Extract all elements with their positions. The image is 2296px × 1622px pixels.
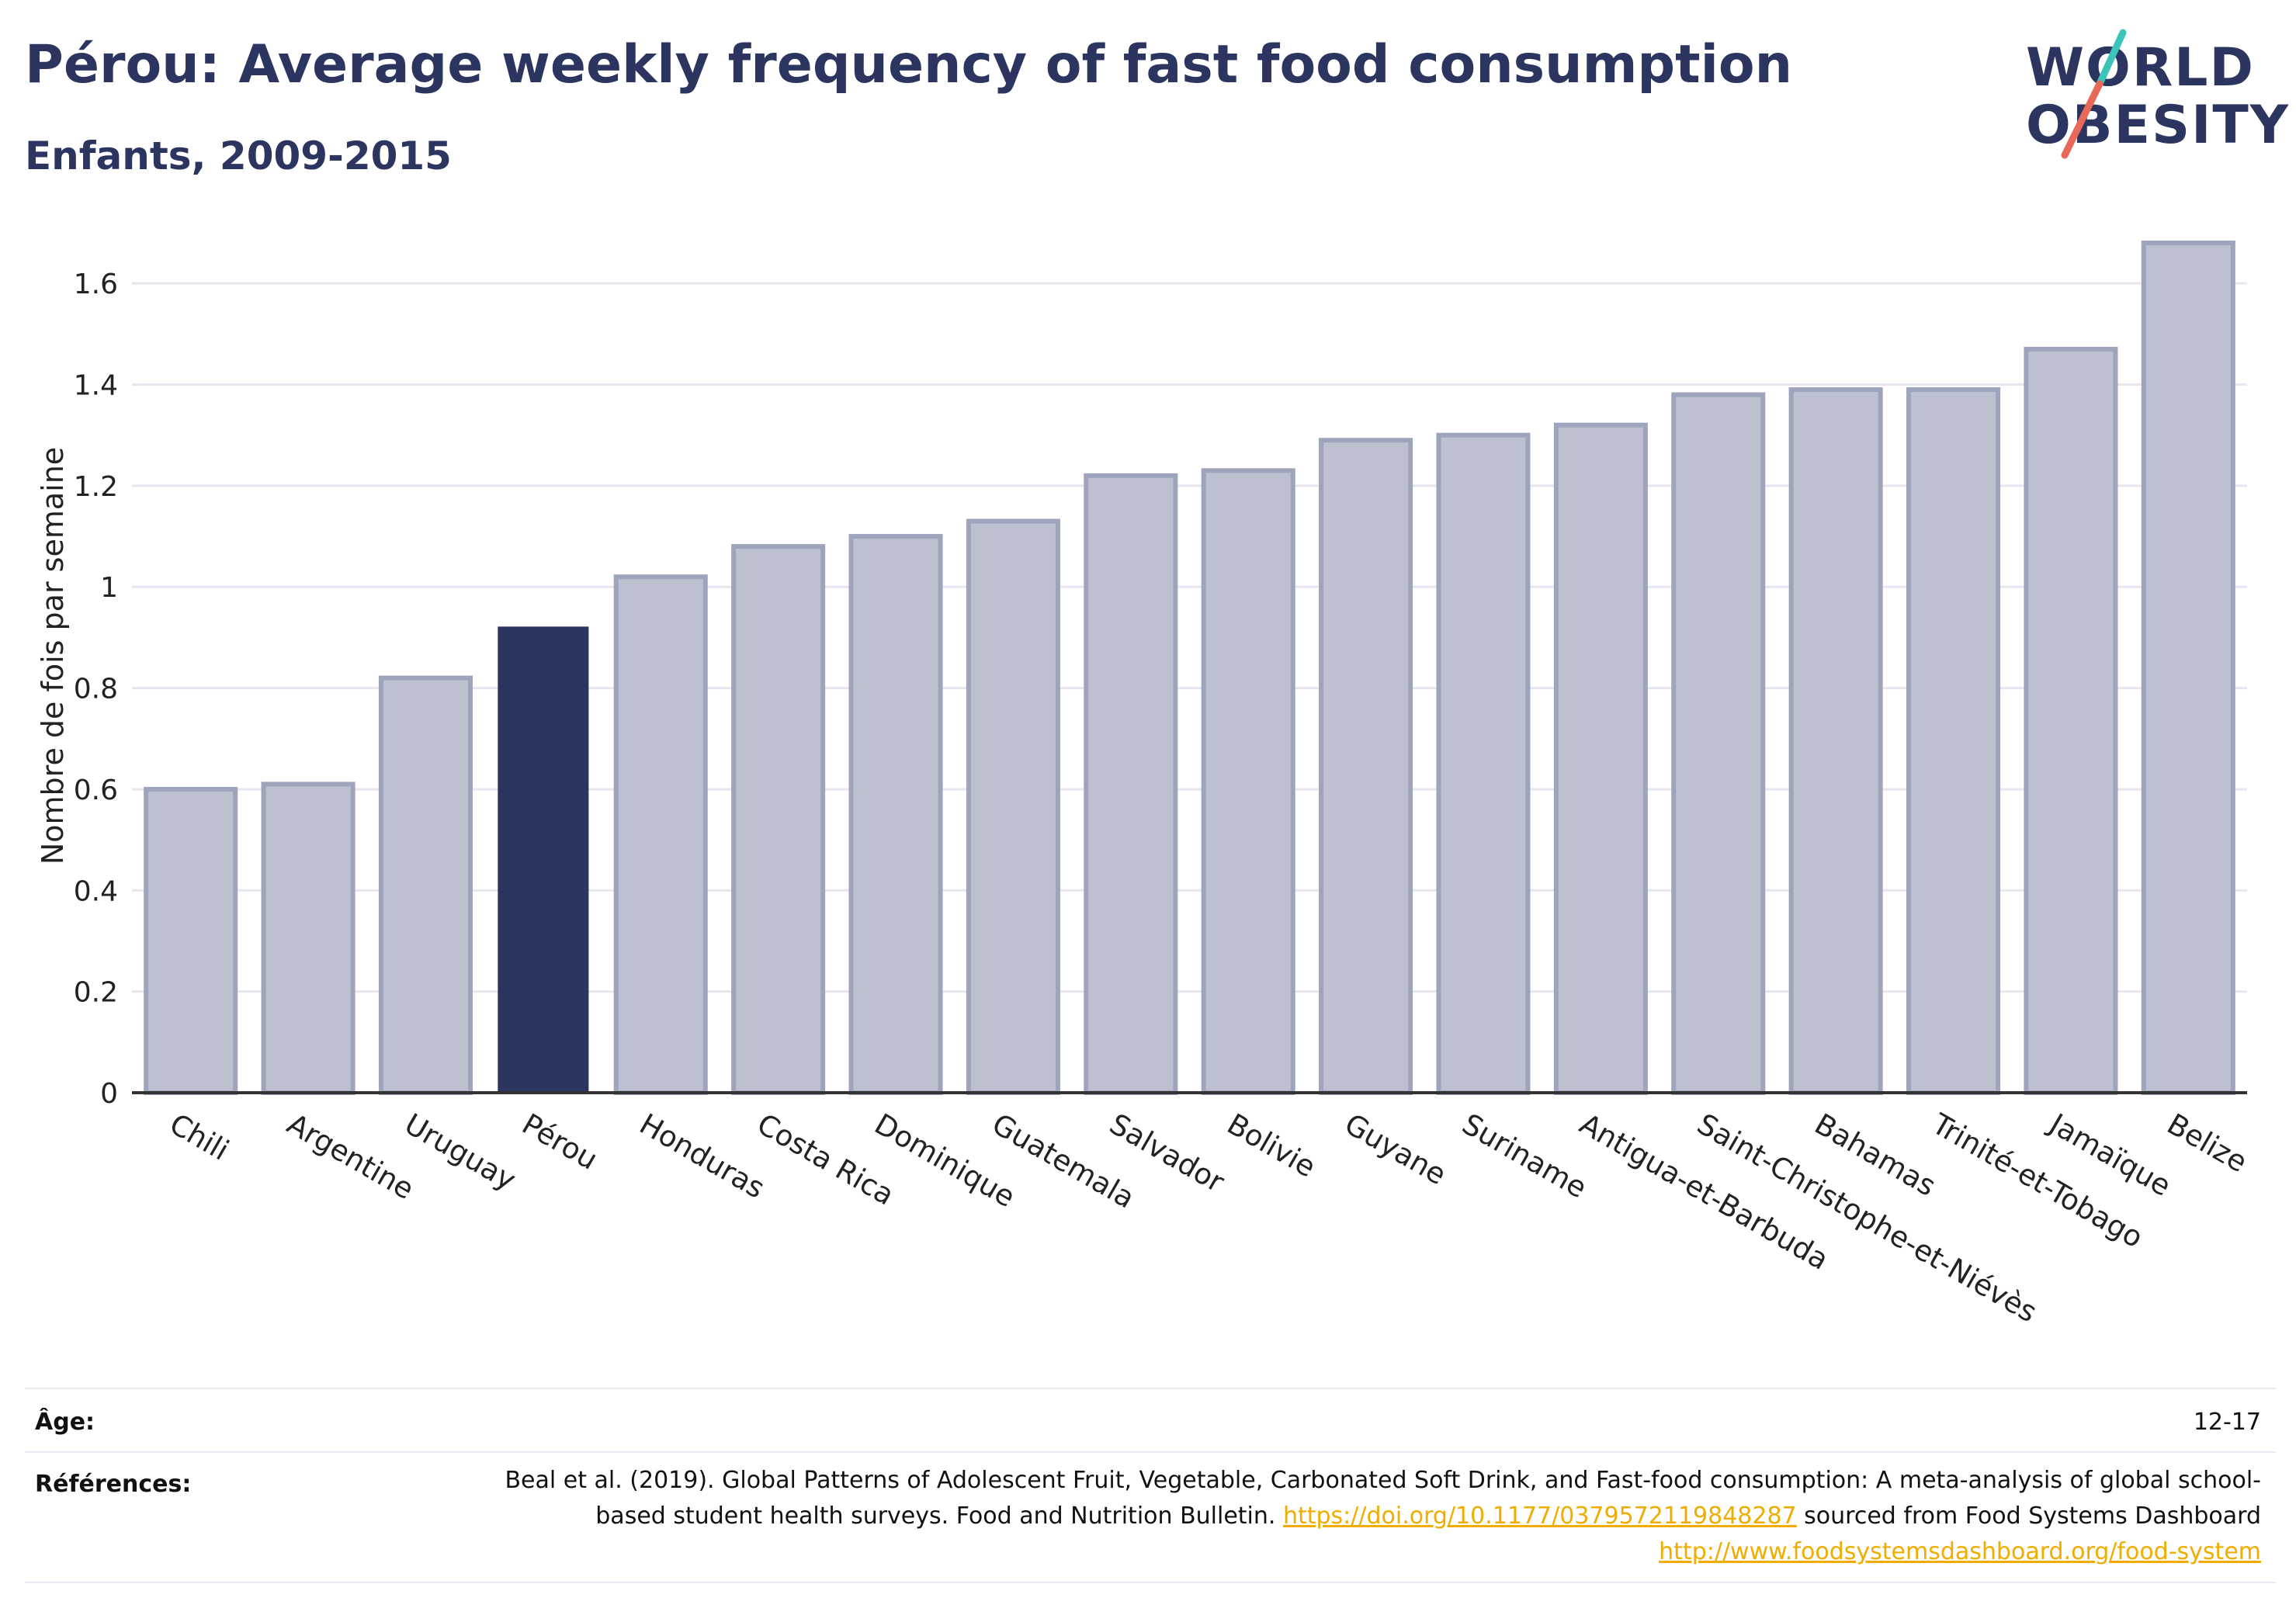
y-tick-label: 0.2 <box>74 977 118 1009</box>
bar <box>2141 241 2235 1096</box>
x-tick-label: Uruguay <box>399 1107 522 1197</box>
x-tick-label: Chili <box>164 1107 234 1167</box>
x-tick-label: Belize <box>2162 1107 2253 1180</box>
x-tick-label: Guyane <box>1339 1107 1451 1192</box>
footer-divider <box>25 1582 2276 1583</box>
bar <box>1319 438 1413 1095</box>
world-obesity-logo: WORLD OBESITY <box>2026 23 2288 163</box>
references-label: Références: <box>35 1471 192 1498</box>
x-tick-label: Suriname <box>1456 1107 1592 1205</box>
footer-divider <box>25 1451 2276 1453</box>
y-axis-label: Nombre de fois par semaine <box>36 446 70 865</box>
bar <box>1906 387 2001 1095</box>
dashboard-link[interactable]: http://www.foodsystemsdashboard.org/food… <box>1659 1538 2261 1565</box>
x-tick-label: Pérou <box>516 1107 603 1177</box>
y-tick-label: 0.4 <box>74 875 118 907</box>
bar <box>1084 473 1178 1095</box>
y-tick-label: 0.8 <box>74 674 118 705</box>
chart-subtitle: Enfants, 2009-2015 <box>25 133 452 178</box>
x-tick-label: Trinité-et-Tobago <box>1926 1107 2149 1254</box>
age-value: 12-17 <box>2193 1409 2261 1436</box>
bar <box>1671 392 1766 1095</box>
bar <box>1201 468 1295 1095</box>
x-tick-label: Argentine <box>282 1107 420 1207</box>
bar-chart: 0 0.2 0.4 0.6 0.8 1 1.2 1.4 1.6 Chili ArgentineUru… <box>74 241 2253 1329</box>
bar <box>1436 432 1531 1095</box>
bar <box>731 544 826 1095</box>
reference-citation: Beal et al. (2019). Global Patterns of A… <box>505 1467 2261 1530</box>
x-tick-label: Bolivie <box>1222 1107 1321 1184</box>
y-tick-label: 1.2 <box>74 471 118 503</box>
bar <box>144 786 238 1095</box>
bar <box>1553 422 1648 1095</box>
reference-source: sourced from Food Systems Dashboard <box>1796 1502 2261 1530</box>
bar <box>378 675 473 1095</box>
bar <box>1788 387 1883 1095</box>
y-tick-label: 1 <box>100 572 118 604</box>
bar <box>2024 346 2118 1095</box>
footer-divider <box>25 1388 2276 1389</box>
bar <box>848 534 943 1095</box>
chart-title: Pérou: Average weekly frequency of fast … <box>25 34 1793 95</box>
doi-link[interactable]: https://doi.org/10.1177/0379572119848287 <box>1282 1502 1797 1530</box>
y-tick-label: 0.6 <box>74 775 118 806</box>
bar <box>966 518 1060 1095</box>
age-label: Âge: <box>35 1409 95 1436</box>
y-tick-label: 0 <box>100 1078 118 1110</box>
y-tick-label: 1.6 <box>74 269 118 300</box>
y-tick-label: 1.4 <box>74 370 118 402</box>
bar <box>261 782 355 1095</box>
bar <box>498 626 589 1093</box>
logo-slash-icon <box>2061 29 2127 159</box>
x-tick-label: Honduras <box>634 1107 771 1205</box>
logo-word-world: WORLD <box>2026 37 2255 99</box>
references-text: Beal et al. (2019). Global Patterns of A… <box>476 1463 2261 1570</box>
bar <box>613 574 708 1095</box>
